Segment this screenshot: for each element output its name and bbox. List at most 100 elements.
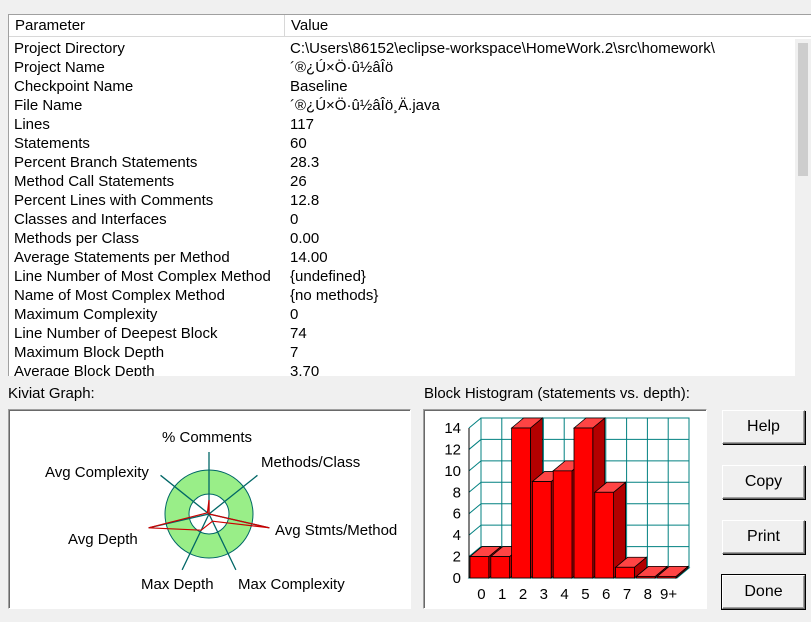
copy-button[interactable]: Copy xyxy=(722,465,805,499)
parameter-cell: File Name xyxy=(14,97,83,114)
parameter-cell: Line Number of Most Complex Method xyxy=(14,268,271,285)
value-cell: 12.8 xyxy=(290,192,320,209)
kiviat-axis-label: % Comments xyxy=(162,429,252,446)
value-cell: 0 xyxy=(290,306,299,323)
histogram-x-tick-label: 5 xyxy=(581,586,589,603)
histogram-bar xyxy=(656,565,690,579)
value-cell: 7 xyxy=(290,344,299,361)
histogram-y-tick-label: 2 xyxy=(453,549,461,566)
histogram-gridline xyxy=(468,439,482,450)
parameter-cell: Average Statements per Method xyxy=(14,249,230,266)
table-row[interactable]: Lines 117 xyxy=(9,115,795,134)
kiviat-spoke xyxy=(208,513,237,571)
histogram-gridline xyxy=(468,524,482,536)
table-row[interactable]: Line Number of Deepest Block 74 xyxy=(9,324,795,343)
histogram-gridline xyxy=(468,503,482,515)
scrollbar-thumb[interactable] xyxy=(798,43,808,176)
table-row[interactable]: Maximum Block Depth 7 xyxy=(9,343,795,362)
table-row[interactable]: Percent Lines with Comments 12.8 xyxy=(9,191,795,210)
histogram-y-tick-label: 12 xyxy=(444,441,461,458)
histogram-x-tick-label: 1 xyxy=(498,586,506,603)
histogram-x-tick-label: 6 xyxy=(602,586,610,603)
value-cell: 28.3 xyxy=(290,154,320,171)
kiviat-axis-label: Max Depth xyxy=(141,576,214,593)
histogram-x-tick-label: 4 xyxy=(560,586,568,603)
value-cell: {undefined} xyxy=(290,268,366,285)
table-row[interactable]: Statements 60 xyxy=(9,134,795,153)
kiviat-metric-polygon xyxy=(148,499,270,531)
parameter-cell: Project Directory xyxy=(14,40,125,57)
table-row[interactable]: Method Call Statements 26 xyxy=(9,172,795,191)
column-header-parameter[interactable]: Parameter xyxy=(9,15,285,36)
kiviat-graph-panel: % Comments Methods/Class Avg Stmts/Method M… xyxy=(8,409,411,609)
parameter-cell: Maximum Block Depth xyxy=(14,344,165,361)
histogram-y-tick-label: 8 xyxy=(453,484,461,501)
column-header-value[interactable]: Value xyxy=(291,17,329,34)
parameter-cell: Checkpoint Name xyxy=(14,78,134,95)
value-cell: C:\Users\86152\eclipse-workspace\HomeWor… xyxy=(290,40,715,57)
value-cell: 14.00 xyxy=(290,249,328,266)
histogram-x-tick-label: 0 xyxy=(477,586,485,603)
parameter-cell: Percent Branch Statements xyxy=(14,154,198,171)
kiviat-axis-label: Avg Depth xyxy=(68,531,138,548)
value-cell: 117 xyxy=(290,116,314,133)
histogram-gridline xyxy=(468,546,482,557)
print-button[interactable]: Print xyxy=(722,520,805,554)
kiviat-axis-label: Methods/Class xyxy=(261,454,360,471)
value-cell: 26 xyxy=(290,173,307,190)
vertical-scrollbar[interactable] xyxy=(795,39,811,376)
block-histogram-panel: 0 2 4 6 8 10 12 14 0 1 2 3 4 5 6 7 8 9+ xyxy=(423,409,707,609)
value-cell: ´®¿Ú×Ö·û½âÎö xyxy=(290,59,394,76)
kiviat-spoke xyxy=(208,474,258,515)
kiviat-axis-label: Avg Complexity xyxy=(45,464,149,481)
table-row[interactable]: File Name ´®¿Ú×Ö·û½âÎö¸Ä.java xyxy=(9,96,795,115)
parameter-cell: Percent Lines with Comments xyxy=(14,192,214,209)
table-row[interactable]: Percent Branch Statements 28.3 xyxy=(9,153,795,172)
parameter-cell: Line Number of Deepest Block xyxy=(14,325,218,342)
table-header: Parameter Value xyxy=(9,15,811,37)
metrics-table: Parameter Value Project Directory C:\User… xyxy=(8,14,811,376)
kiviat-axis-label: Max Complexity xyxy=(238,576,345,593)
kiviat-spoke xyxy=(181,513,210,571)
table-row[interactable]: Checkpoint Name Baseline xyxy=(9,77,795,96)
parameter-cell: Methods per Class xyxy=(14,230,140,247)
table-row[interactable]: Average Block Depth 3.70 xyxy=(9,362,795,376)
value-cell: {no methods} xyxy=(290,287,379,304)
kiviat-axis-label: Avg Stmts/Method xyxy=(275,522,397,539)
value-cell: 74 xyxy=(290,325,307,342)
help-button[interactable]: Help xyxy=(722,410,805,444)
histogram-bar xyxy=(593,481,627,579)
parameter-cell: Maximum Complexity xyxy=(14,306,158,323)
histogram-y-tick-label: 10 xyxy=(444,463,461,480)
table-row[interactable]: Classes and Interfaces 0 xyxy=(9,210,795,229)
histogram-gridline xyxy=(468,460,482,472)
kiviat-graph-label: Kiviat Graph: xyxy=(8,385,95,402)
value-cell: ´®¿Ú×Ö·û½âÎö¸Ä.java xyxy=(290,97,440,114)
value-cell: 3.70 xyxy=(290,363,320,376)
parameter-cell: Average Block Depth xyxy=(14,363,155,376)
table-row[interactable]: Project Directory C:\Users\86152\eclipse-… xyxy=(9,39,795,58)
histogram-x-tick-label: 9+ xyxy=(660,586,677,603)
histogram-y-tick-label: 4 xyxy=(453,527,461,544)
histogram-x-tick-label: 2 xyxy=(519,586,527,603)
table-row[interactable]: Average Statements per Method 14.00 xyxy=(9,248,795,267)
histogram-x-tick-label: 3 xyxy=(540,586,548,603)
value-cell: 60 xyxy=(290,135,307,152)
histogram-x-tick-label: 7 xyxy=(623,586,631,603)
parameter-cell: Statements xyxy=(14,135,90,152)
value-cell: 0 xyxy=(290,211,299,228)
table-row[interactable]: Line Number of Most Complex Method {undef… xyxy=(9,267,795,286)
kiviat-graph: % Comments Methods/Class Avg Stmts/Method M… xyxy=(45,429,397,593)
block-histogram-label: Block Histogram (statements vs. depth): xyxy=(424,385,690,402)
kiviat-spoke xyxy=(160,474,210,515)
table-row[interactable]: Maximum Complexity 0 xyxy=(9,305,795,324)
table-row[interactable]: Methods per Class 0.00 xyxy=(9,229,795,248)
value-cell: Baseline xyxy=(290,78,348,95)
table-row[interactable]: Name of Most Complex Method {no methods} xyxy=(9,286,795,305)
value-cell: 0.00 xyxy=(290,230,320,247)
histogram-y-tick-label: 6 xyxy=(453,506,461,523)
table-rows: Project Directory C:\Users\86152\eclipse-… xyxy=(9,39,795,376)
table-row[interactable]: Project Name ´®¿Ú×Ö·û½âÎö xyxy=(9,58,795,77)
done-button[interactable]: Done xyxy=(721,574,806,610)
